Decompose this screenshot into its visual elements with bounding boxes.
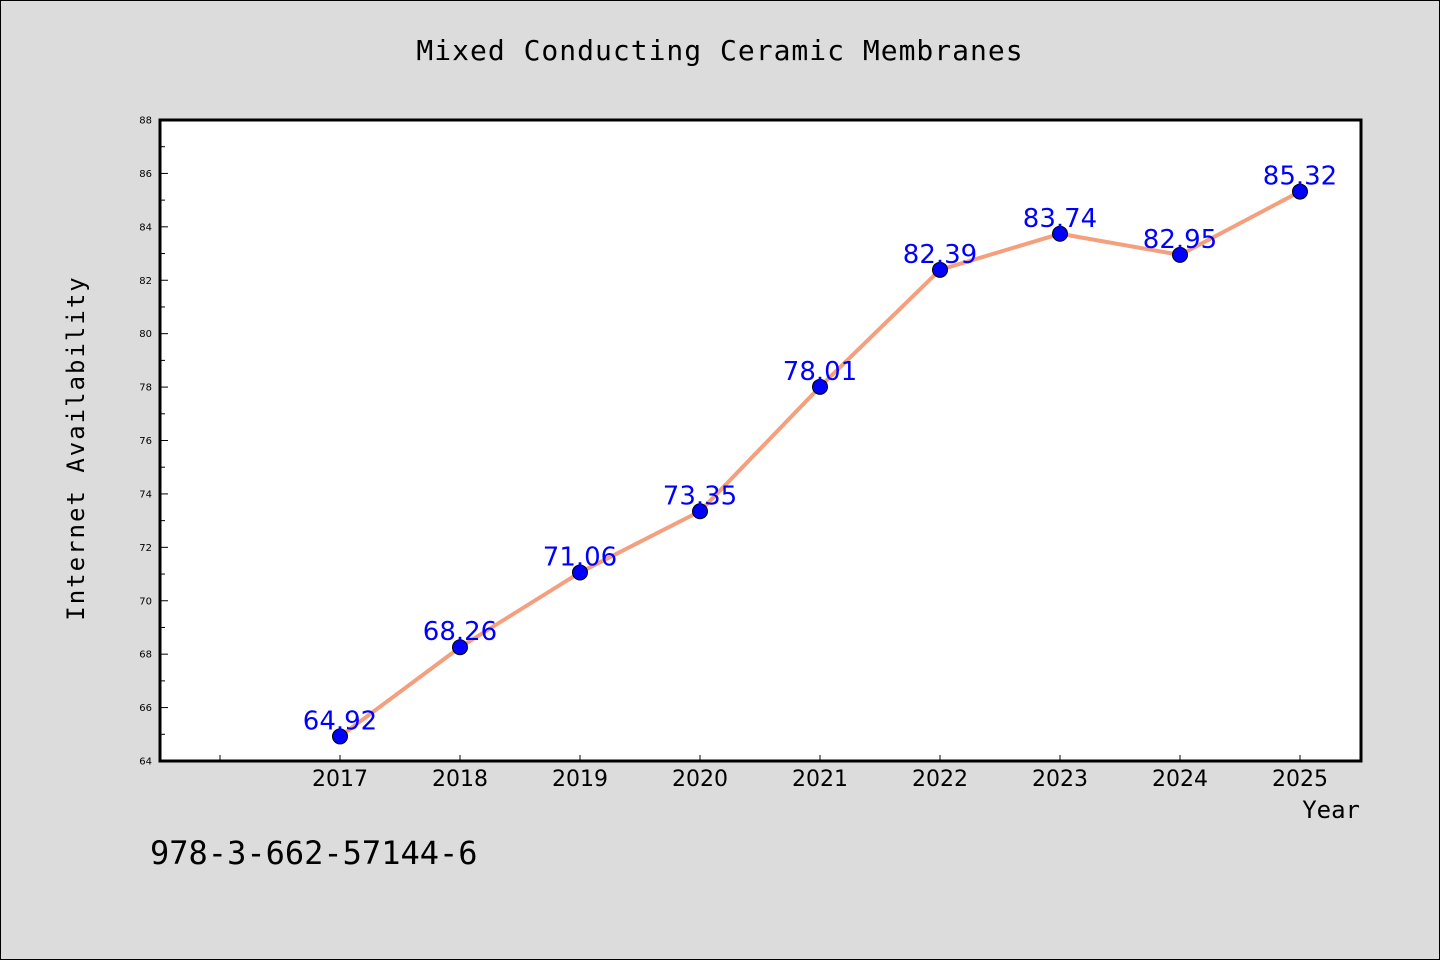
data-point bbox=[332, 728, 348, 745]
series-layer bbox=[332, 183, 1308, 745]
data-label: 83.74 bbox=[1023, 204, 1097, 234]
y-tick-label: 88 bbox=[139, 116, 152, 127]
data-point bbox=[1052, 225, 1068, 242]
x-tick-label: 2022 bbox=[912, 767, 968, 792]
x-axis-label: Year bbox=[1302, 796, 1360, 824]
x-tick-label: 2021 bbox=[792, 767, 848, 792]
data-point bbox=[932, 261, 948, 278]
data-label: 85.32 bbox=[1263, 162, 1337, 192]
data-label: 71.06 bbox=[543, 542, 617, 572]
data-label-layer: 64.92 68.26 71.06 73.35 78.01 82.39 83.74 82.95… bbox=[303, 162, 1337, 737]
data-point bbox=[572, 564, 588, 581]
isbn-text: 978-3-662-57144-6 bbox=[150, 834, 478, 872]
y-tick-label: 86 bbox=[139, 169, 152, 180]
y-tick-label: 70 bbox=[139, 596, 152, 607]
x-tick-label: 2019 bbox=[552, 767, 608, 792]
y-tick-label: 84 bbox=[139, 222, 152, 233]
chart-title: Mixed Conducting Ceramic Membranes bbox=[416, 34, 1024, 67]
y-tick-label: 72 bbox=[139, 543, 152, 554]
y-tick-label: 78 bbox=[139, 383, 152, 394]
axes: 64 66 68 70 72 74 76 78 80 82 84 86 88 2017 2018 2019 20… bbox=[139, 116, 1328, 793]
data-label: 68.26 bbox=[423, 617, 497, 647]
y-tick-label: 80 bbox=[139, 329, 152, 340]
data-label: 78.01 bbox=[783, 357, 857, 387]
data-point bbox=[692, 503, 708, 520]
x-tick-label: 2020 bbox=[672, 767, 728, 792]
x-tick-label: 2025 bbox=[1272, 767, 1328, 792]
data-label: 82.95 bbox=[1143, 225, 1217, 255]
y-tick-label: 76 bbox=[139, 436, 152, 447]
data-point bbox=[812, 378, 828, 395]
y-tick-label: 82 bbox=[139, 276, 152, 287]
y-tick-label: 64 bbox=[139, 757, 152, 768]
data-label: 64.92 bbox=[303, 706, 377, 736]
data-label: 73.35 bbox=[663, 481, 737, 511]
x-tick-label: 2024 bbox=[1152, 767, 1208, 792]
x-tick-label: 2017 bbox=[312, 767, 368, 792]
x-tick-label: 2018 bbox=[432, 767, 488, 792]
data-point bbox=[452, 639, 468, 656]
plot-area bbox=[158, 118, 1363, 763]
data-label: 82.39 bbox=[903, 240, 977, 270]
data-point bbox=[1172, 246, 1188, 263]
y-tick-label: 68 bbox=[139, 650, 152, 661]
data-point bbox=[1292, 183, 1308, 200]
y-tick-label: 66 bbox=[139, 703, 152, 714]
y-tick-label: 74 bbox=[139, 489, 152, 500]
x-tick-label: 2023 bbox=[1032, 767, 1088, 792]
